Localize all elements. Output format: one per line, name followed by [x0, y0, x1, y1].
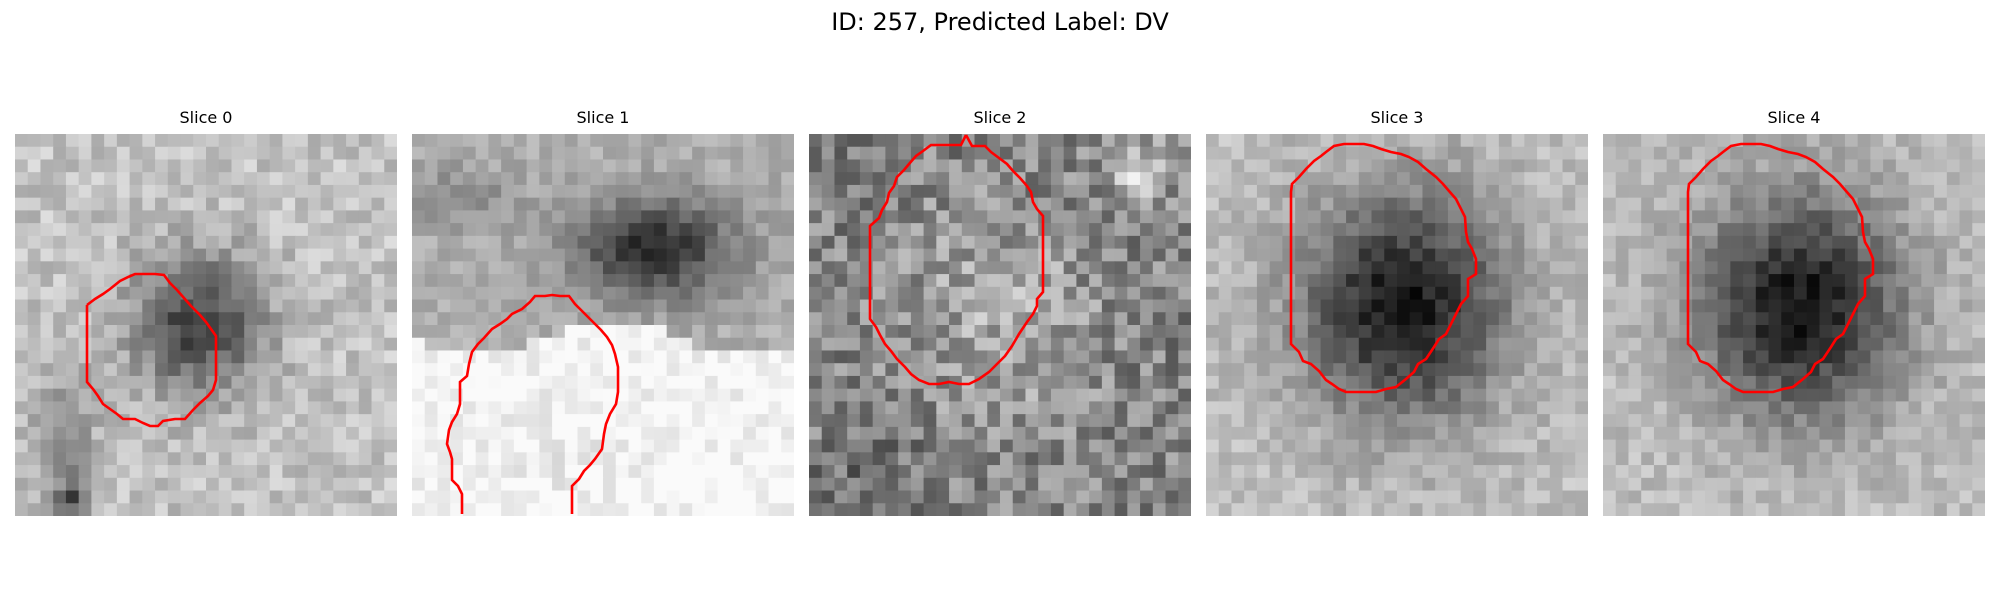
slice-title: Slice 0 — [179, 108, 233, 127]
segmentation-contour — [1289, 142, 1478, 394]
grayscale-scan-image — [15, 134, 397, 516]
slice-title: Slice 3 — [1370, 108, 1424, 127]
segmentation-contour — [445, 293, 620, 514]
slice-image — [15, 134, 397, 516]
slice-title: Slice 1 — [576, 108, 630, 127]
slice-panel-3: Slice 3 — [1206, 108, 1588, 516]
pixel-grid — [15, 134, 397, 516]
segmentation-contour — [868, 134, 1045, 386]
pixel-grid — [412, 134, 794, 516]
pixel-grid — [1603, 134, 1985, 516]
grayscale-scan-image — [809, 134, 1191, 516]
slice-title: Slice 4 — [1767, 108, 1821, 127]
slice-image — [1603, 134, 1985, 516]
figure-title: ID: 257, Predicted Label: DV — [831, 8, 1169, 36]
slice-panel-0: Slice 0 — [15, 108, 397, 516]
grayscale-scan-image — [412, 134, 794, 516]
pixel-grid — [1206, 134, 1588, 516]
segmentation-contour — [1686, 142, 1875, 394]
slice-panel-2: Slice 2 — [809, 108, 1191, 516]
grayscale-scan-image — [1603, 134, 1985, 516]
slice-image — [809, 134, 1191, 516]
segmentation-contour — [85, 272, 218, 428]
slice-image — [1206, 134, 1588, 516]
slice-panel-4: Slice 4 — [1603, 108, 1985, 516]
pixel-grid — [809, 134, 1191, 516]
slice-panel-1: Slice 1 — [412, 108, 794, 516]
slice-image — [412, 134, 794, 516]
grayscale-scan-image — [1206, 134, 1588, 516]
slice-title: Slice 2 — [973, 108, 1027, 127]
